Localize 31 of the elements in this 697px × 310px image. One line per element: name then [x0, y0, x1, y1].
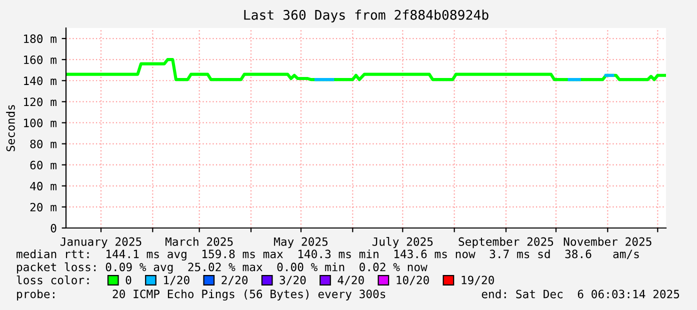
legend-label: 4/20 [338, 276, 364, 286]
chart-title: Last 360 Days from 2f884b08924b [244, 10, 488, 22]
legend-label: 10/20 [396, 276, 429, 286]
y-tick-label: 120 m [24, 98, 56, 106]
y-axis-title: Seconds [6, 105, 15, 152]
text: end: Sat Dec 6 06:03:14 2025 [482, 290, 680, 298]
legend-label: 3/20 [280, 276, 306, 286]
legend-label: 19/20 [462, 276, 494, 286]
line-series [66, 58, 666, 82]
y-tick-label: 160 m [24, 55, 56, 64]
y-tick-label: 140 m [24, 76, 56, 86]
text: median rtt: 144.1 ms avg 159.8 ms max 140.3 ms min 143.6 ms now 3.7 ms sd 38.6 am/s [16, 249, 639, 261]
y-tick-label: 40 m [30, 182, 56, 190]
x-tick-label: March 2025 [166, 237, 233, 246]
x-tick-label: January 2025 [60, 237, 142, 248]
text: packet loss: 0.09 % avg 25.02 % max 0.00 % min 0.02 % now [17, 262, 428, 274]
legend-label: 0 [126, 276, 132, 284]
y-tick-label: 80 m [30, 140, 56, 148]
text: probe: 20 ICMP Echo Pings (56 Bytes) every 300s [17, 289, 386, 301]
x-tick-label: November 2025 [564, 237, 652, 246]
x-tick-label: July 2025 [372, 237, 433, 248]
y-tick-label: 100 m [24, 118, 56, 128]
legend-label: 1/20 [164, 276, 190, 286]
y-tick-label: 20 m [30, 202, 56, 212]
legend-label: 2/20 [222, 276, 248, 286]
legend-title: loss color: [16, 275, 89, 284]
x-tick-label: September 2025 [458, 237, 554, 248]
y-tick-label: 60 m [30, 160, 56, 170]
y-tick-label: 0 [50, 224, 56, 233]
x-tick-label: May 2025 [274, 237, 328, 248]
y-tick-label: 180 m [24, 34, 56, 44]
